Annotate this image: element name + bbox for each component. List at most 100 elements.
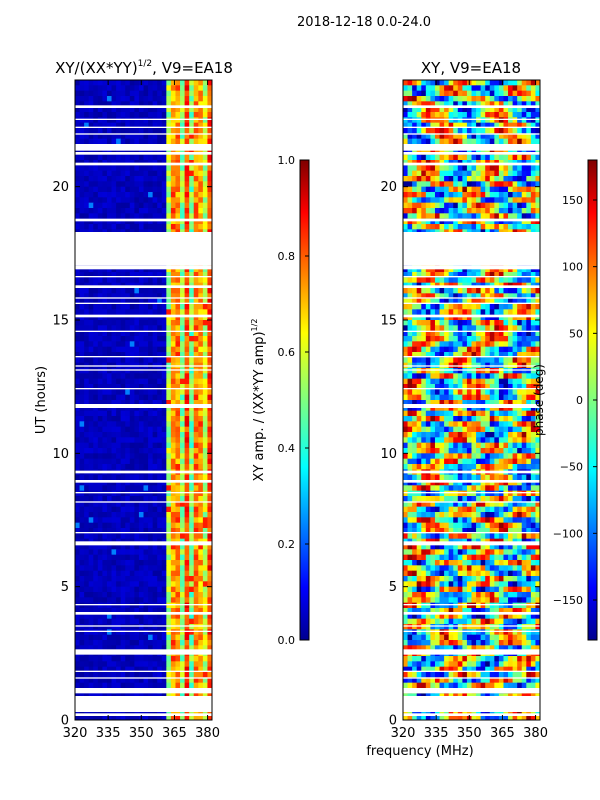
phase-cell (489, 181, 495, 188)
phase-cell (521, 314, 527, 321)
phase-cell (462, 128, 468, 134)
amplitude-cell (102, 218, 108, 225)
amplitude-cell (175, 277, 181, 284)
amplitude-cell (170, 613, 176, 620)
amplitude-cell (88, 634, 94, 641)
amplitude-cell (79, 432, 85, 438)
amplitude-cell (138, 432, 144, 438)
amplitude-cell (84, 512, 90, 518)
amplitude-cell (138, 266, 144, 273)
amplitude-cell (75, 586, 80, 593)
amplitude-cell (157, 298, 163, 305)
amplitude-cell (148, 576, 154, 582)
amplitude-cell (198, 154, 204, 161)
amplitude-cell (148, 485, 154, 492)
amplitude-cell (184, 682, 190, 689)
amplitude-cell (93, 634, 99, 641)
amplitude-cell (138, 128, 144, 134)
amplitude-cell (175, 682, 181, 689)
phase-cell (416, 80, 422, 86)
phase-cell (521, 122, 527, 129)
amplitude-cell (207, 192, 212, 198)
amplitude-cell (111, 394, 117, 401)
amplitude-cell (75, 480, 80, 486)
phase-cell (512, 90, 518, 97)
amplitude-cell (152, 336, 158, 342)
phase-cell (535, 192, 540, 198)
phase-cell (498, 181, 504, 188)
amplitude-cell (125, 672, 131, 678)
amplitude-cell (180, 373, 185, 380)
amplitude-cell (198, 352, 204, 358)
phase-cell (421, 112, 427, 118)
amplitude-cell (157, 304, 163, 310)
amplitude-cell (125, 714, 131, 720)
amplitude-cell (180, 666, 185, 673)
phase-cell (485, 170, 491, 177)
amplitude-cell (120, 640, 126, 646)
amplitude-cell (180, 453, 185, 460)
phase-cell (535, 154, 540, 161)
amplitude-cell (138, 346, 144, 353)
amplitude-cell (129, 656, 135, 662)
amplitude-cell (138, 272, 144, 278)
phase-cell (517, 288, 523, 294)
amplitude-cell (106, 298, 112, 305)
amplitude-cell (166, 90, 172, 97)
flagged-gap (75, 276, 212, 278)
amplitude-cell (198, 634, 204, 641)
amplitude-cell (88, 565, 94, 572)
amplitude-cell (120, 389, 126, 396)
amplitude-cell (79, 346, 85, 353)
amplitude-cell (116, 629, 122, 636)
amplitude-cell (106, 336, 112, 342)
phase-cell (508, 202, 513, 209)
amplitude-cell (157, 570, 163, 577)
amplitude-cell (97, 266, 103, 273)
amplitude-cell (125, 410, 131, 417)
amplitude-cell (75, 181, 80, 188)
amplitude-cell (93, 298, 99, 305)
amplitude-cell (161, 352, 167, 358)
amplitude-cell (102, 426, 108, 433)
amplitude-cell (138, 101, 144, 108)
amplitude-cell (143, 432, 149, 438)
phase-cell (530, 170, 536, 177)
amplitude-cell (189, 101, 195, 108)
amplitude-cell (129, 330, 135, 337)
phase-cell (535, 122, 540, 129)
phase-cell (530, 154, 536, 161)
amplitude-cell (202, 384, 208, 390)
amplitude-cell (93, 496, 99, 502)
phase-cell (407, 320, 413, 326)
phase-cell (462, 165, 468, 172)
amplitude-cell (106, 304, 112, 310)
amplitude-cell (184, 314, 190, 321)
amplitude-cell (166, 645, 172, 652)
amplitude-cell (189, 517, 195, 524)
phase-cell (444, 288, 450, 294)
amplitude-cell (148, 405, 154, 412)
phase-cell (530, 213, 536, 220)
phase-cell (457, 90, 463, 97)
amplitude-cell (175, 442, 181, 449)
amplitude-cell (161, 405, 167, 412)
phase-cell (471, 272, 477, 278)
phase-cell (494, 106, 500, 113)
phase-cell (508, 218, 513, 225)
amplitude-cell (170, 320, 176, 326)
amplitude-cell (198, 416, 204, 422)
amplitude-cell (102, 682, 108, 689)
amplitude-cell (138, 624, 144, 630)
amplitude-cell (143, 330, 149, 337)
amplitude-cell (193, 138, 199, 145)
phase-cell (526, 272, 532, 278)
phase-cell (412, 277, 418, 284)
amplitude-cell (88, 368, 94, 374)
phase-cell (521, 298, 527, 305)
amplitude-cell (184, 464, 190, 470)
amplitude-cell (207, 368, 212, 374)
amplitude-cell (129, 373, 135, 380)
phase-cell (430, 181, 436, 188)
amplitude-cell (184, 277, 190, 284)
